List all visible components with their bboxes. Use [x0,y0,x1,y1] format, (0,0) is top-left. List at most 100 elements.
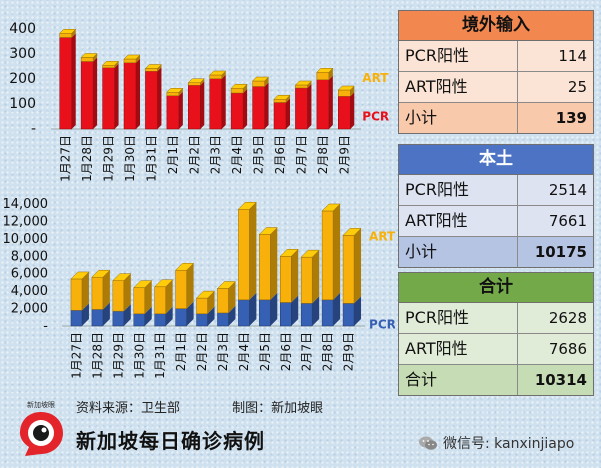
x-tick-label: 2月9日 [337,135,351,174]
bar-art [337,85,355,97]
row-label: 合计 [399,365,518,395]
local-cases-panel: 本土 PCR阳性 2514 ART阳性 7661 小计 10175 [398,144,594,268]
panel-title: 本土 [399,145,593,175]
bar-art [321,203,341,301]
bar-art [91,269,111,310]
row-label: ART阳性 [399,72,518,102]
row-value: 114 [558,47,587,65]
series-label: PCR [362,110,389,124]
bar-art [101,61,120,68]
y-tick-label: 14,000 [3,197,49,212]
x-tick-label: 1月29日 [102,135,116,182]
y-tick-label: 8,000 [11,249,48,264]
x-tick-label: 2月8日 [321,332,335,371]
panel-title: 境外输入 [399,11,593,41]
overseas-cases-panel: 境外输入 PCR阳性 114 ART阳性 25 小计 139 [398,10,594,134]
wechat-text: 微信号: kanxinjiapo [443,436,575,452]
x-tick-label: 2月2日 [195,332,209,371]
bar-art [237,201,257,301]
row-label: PCR阳性 [399,303,518,333]
table-row: PCR阳性 2514 [399,175,593,206]
row-value: 2514 [548,181,587,199]
table-row-subtotal: 小计 10175 [399,237,593,267]
x-tick-label: 1月30日 [123,135,137,182]
bar-art [251,76,270,87]
bar-pcr [145,67,162,130]
bar-art [175,262,195,309]
local-cases-chart: 14,000 12,000 10,000 8,000 6,000 4,000 2,000 - 1… [3,197,396,379]
panel-title: 合计 [399,273,593,303]
bar-art [294,80,313,89]
bar-pcr [273,98,290,130]
bar-art [112,273,132,312]
bar-art [154,279,174,315]
bar-pcr [209,74,226,130]
y-tick-label: 100 [9,96,36,112]
y-tick-label: 12,000 [3,214,49,229]
bar-art [187,78,205,86]
y-tick-label: 10,000 [3,232,49,247]
bar-art [70,271,90,311]
bar-pcr [123,58,140,130]
series-label: ART [362,71,389,85]
bar-art [258,227,278,301]
data-source: 资料来源：卫生部 [76,401,181,416]
y-tick-label: 2,000 [11,302,48,317]
x-tick-label: 1月31日 [153,332,167,379]
bar-pcr [238,292,257,327]
x-tick-label: 2月8日 [316,135,330,174]
total-cases-panel: 合计 PCR阳性 2628 ART阳性 7686 合计 10314 [398,272,594,396]
bar-art [166,88,184,96]
x-tick-label: 2月5日 [252,135,266,174]
bar-pcr [338,92,355,130]
table-row: ART阳性 7661 [399,206,593,237]
bar-art [80,53,98,62]
bar-art [230,84,248,94]
row-label: 小计 [399,237,518,267]
row-value: 10175 [534,243,587,261]
bar-art [144,64,163,72]
wechat-id: 微信号: kanxinjiapo [418,433,574,453]
x-tick-label: 1月28日 [80,135,94,182]
wechat-icon [419,436,437,450]
table-row: ART阳性 25 [399,72,593,103]
x-tick-label: 1月27日 [59,135,73,182]
y-tick-label: 4,000 [11,284,48,299]
x-tick-label: 2月7日 [300,332,314,371]
x-tick-label: 2月6日 [279,332,293,371]
table-row-total: 合计 10314 [399,365,593,395]
bar-art [279,249,299,303]
bar-pcr [80,57,98,130]
x-tick-label: 1月27日 [69,332,83,379]
row-value: 2628 [548,309,587,327]
bar-art [273,95,291,103]
logo-text: 新加坡眼 [27,401,55,409]
table-row: PCR阳性 114 [399,41,593,72]
row-label: 小计 [399,103,518,133]
overseas-cases-chart: 400 300 200 100 - 1月27日 1月28日 1月29日 1月30日 1月31日 2月… [9,21,389,182]
table-row: ART阳性 7686 [399,334,593,365]
bar-pcr [166,91,183,130]
bar-pcr [295,84,312,130]
x-tick-label: 2月7日 [294,135,308,174]
x-tick-label: 1月29日 [111,332,125,379]
row-label: ART阳性 [399,334,518,364]
x-tick-label: 2月9日 [342,332,356,371]
bar-art [342,228,362,304]
bar-art [123,54,141,63]
bar-art [209,70,227,79]
x-tick-label: 2月5日 [258,332,272,371]
chart-credit: 制图：新加坡眼 [232,401,324,416]
row-value: 139 [555,109,587,127]
bar-pcr [316,75,333,130]
row-label: PCR阳性 [399,41,518,71]
x-tick-label: 2月3日 [216,332,230,371]
bar-art [216,281,237,314]
y-tick-label: 400 [9,21,36,37]
row-label: ART阳性 [399,206,518,236]
x-tick-label: 2月1日 [166,135,180,174]
bar-art [133,280,153,315]
row-value: 7686 [548,340,587,358]
x-tick-label: 2月2日 [187,135,201,174]
eye-logo-icon [20,412,63,456]
